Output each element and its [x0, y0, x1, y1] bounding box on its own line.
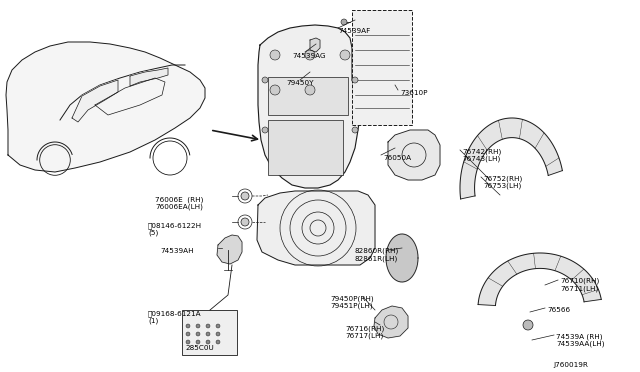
Circle shape	[305, 85, 315, 95]
Text: 76752(RH)
76753(LH): 76752(RH) 76753(LH)	[483, 175, 522, 189]
Circle shape	[196, 324, 200, 328]
Circle shape	[196, 332, 200, 336]
Circle shape	[270, 85, 280, 95]
Text: 74539AF: 74539AF	[338, 28, 371, 34]
Circle shape	[186, 340, 190, 344]
Text: 82860R(RH)
82861R(LH): 82860R(RH) 82861R(LH)	[355, 248, 399, 262]
Circle shape	[216, 332, 220, 336]
Circle shape	[241, 192, 249, 200]
Circle shape	[341, 19, 347, 25]
Text: 74539AH: 74539AH	[160, 248, 194, 254]
Bar	[182, 310, 237, 355]
Polygon shape	[386, 234, 418, 282]
Text: 285C0U: 285C0U	[185, 345, 214, 351]
Text: 〉09168-6121A
(1): 〉09168-6121A (1)	[148, 310, 202, 324]
Polygon shape	[217, 235, 242, 264]
Circle shape	[523, 320, 533, 330]
Polygon shape	[374, 306, 408, 338]
Text: 76006E  (RH)
76006EA(LH): 76006E (RH) 76006EA(LH)	[155, 196, 204, 210]
Text: 76742(RH)
76743(LH): 76742(RH) 76743(LH)	[462, 148, 501, 162]
Circle shape	[262, 127, 268, 133]
Circle shape	[352, 127, 358, 133]
Circle shape	[270, 50, 280, 60]
Circle shape	[206, 324, 210, 328]
Text: 76050A: 76050A	[383, 155, 411, 161]
Circle shape	[352, 77, 358, 83]
Text: 76566: 76566	[547, 307, 570, 313]
Text: 76710(RH)
76711(LH): 76710(RH) 76711(LH)	[560, 278, 599, 292]
Polygon shape	[130, 68, 168, 86]
Circle shape	[216, 324, 220, 328]
Polygon shape	[310, 38, 320, 52]
Circle shape	[206, 332, 210, 336]
Circle shape	[305, 50, 315, 60]
Polygon shape	[478, 253, 601, 305]
Circle shape	[206, 340, 210, 344]
Circle shape	[196, 340, 200, 344]
Text: 74539A (RH)
74539AA(LH): 74539A (RH) 74539AA(LH)	[556, 333, 605, 347]
Polygon shape	[258, 25, 360, 188]
Circle shape	[262, 77, 268, 83]
Text: J760019R: J760019R	[553, 362, 588, 368]
Bar	[352, 10, 412, 125]
Polygon shape	[257, 191, 375, 265]
Circle shape	[186, 324, 190, 328]
Polygon shape	[460, 118, 563, 199]
Text: 76716(RH)
76717(LH): 76716(RH) 76717(LH)	[345, 325, 384, 339]
Text: 〉08146-6122H
(5): 〉08146-6122H (5)	[148, 222, 202, 236]
Text: 79450P(RH)
79451P(LH): 79450P(RH) 79451P(LH)	[330, 295, 374, 309]
Text: 73610P: 73610P	[400, 90, 428, 96]
Polygon shape	[6, 42, 205, 172]
Bar	[268, 120, 343, 175]
Circle shape	[216, 340, 220, 344]
Circle shape	[241, 218, 249, 226]
Circle shape	[186, 332, 190, 336]
Circle shape	[340, 50, 350, 60]
Polygon shape	[388, 130, 440, 180]
Bar	[268, 77, 348, 115]
Text: 79450Y: 79450Y	[286, 80, 314, 86]
Text: 74539AG: 74539AG	[292, 53, 326, 59]
Polygon shape	[72, 80, 118, 122]
